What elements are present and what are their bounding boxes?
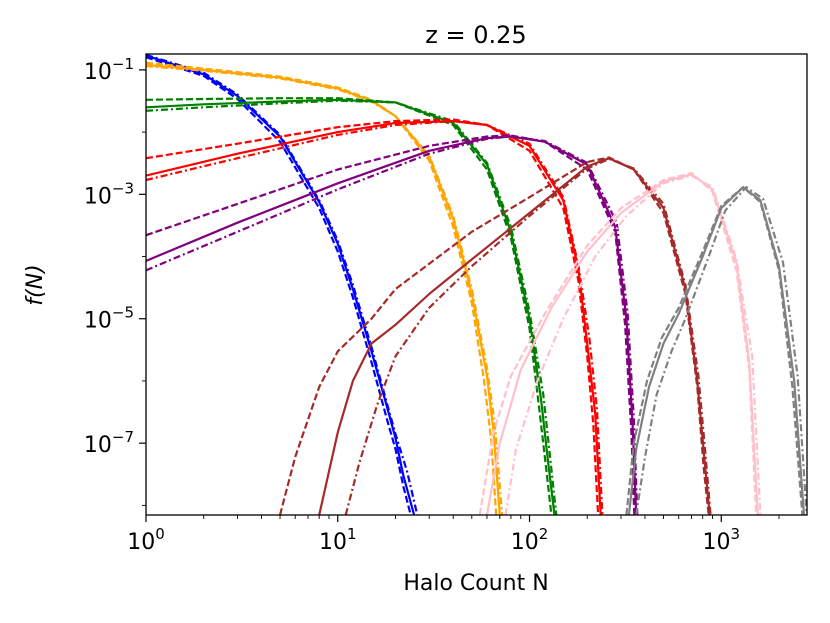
series-line-8: [146, 99, 558, 515]
series-line-0: [146, 54, 416, 515]
series-line-11: [146, 120, 604, 515]
series-line-20: [504, 174, 762, 515]
series-line-1: [146, 56, 412, 515]
series-layer: [146, 54, 807, 515]
series-line-5: [146, 65, 504, 515]
y-tick-label: 10−5: [84, 304, 134, 334]
series-line-19: [478, 171, 758, 515]
series-line-14: [146, 135, 639, 515]
y-axis-label: f(N): [23, 264, 48, 305]
series-line-7: [146, 97, 553, 515]
series-line-15: [318, 157, 711, 515]
chart-title: z = 0.25: [425, 21, 526, 49]
plot-frame: [145, 53, 808, 516]
series-line-4: [146, 61, 498, 515]
series-line-23: [635, 186, 807, 515]
series-line-17: [344, 157, 712, 515]
x-axis-label: Halo Count N: [403, 571, 548, 596]
series-line-10: [146, 118, 600, 515]
series-line-2: [146, 54, 419, 515]
series-line-16: [278, 156, 710, 515]
series-line-22: [625, 186, 804, 515]
